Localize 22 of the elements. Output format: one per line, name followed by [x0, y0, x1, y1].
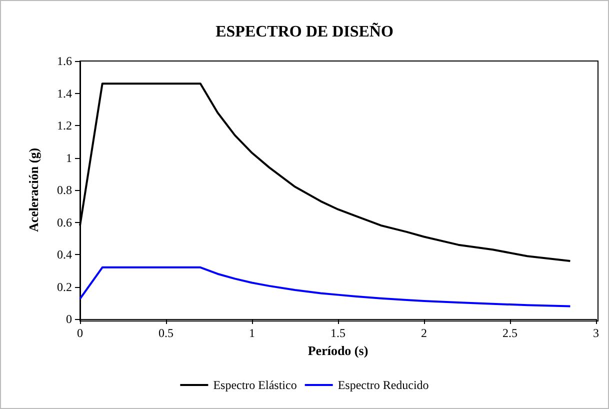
x-axis-title: Período (s): [308, 342, 368, 358]
x-tick-label: 3: [593, 326, 599, 340]
y-tick-label: 1.2: [57, 118, 72, 132]
x-tick-label: 2: [421, 326, 427, 340]
legend-label: Espectro Elástico: [213, 378, 297, 392]
y-tick-label: 1.6: [57, 54, 72, 68]
y-tick-label: 0.2: [57, 280, 72, 294]
x-tick-label: 0: [77, 326, 83, 340]
y-tick-label: 1.4: [57, 86, 72, 100]
y-tick-label: 0: [66, 312, 72, 326]
y-tick-label: 0.4: [57, 248, 72, 262]
chart-title: ESPECTRO DE DISEÑO: [216, 22, 394, 40]
x-tick-label: 2.5: [502, 326, 518, 340]
y-axis-title: Aceleración (g): [26, 148, 41, 232]
legend-label: Espectro Reducido: [338, 378, 429, 392]
x-tick-label: 0.5: [158, 326, 174, 340]
y-tick-label: 1: [66, 150, 72, 165]
x-tick-label: 1.5: [330, 326, 346, 340]
x-tick-label: 1: [249, 326, 255, 340]
y-tick-label: 0.6: [57, 215, 72, 230]
y-tick-label: 0.8: [57, 183, 72, 197]
line-series: [79, 266, 572, 308]
